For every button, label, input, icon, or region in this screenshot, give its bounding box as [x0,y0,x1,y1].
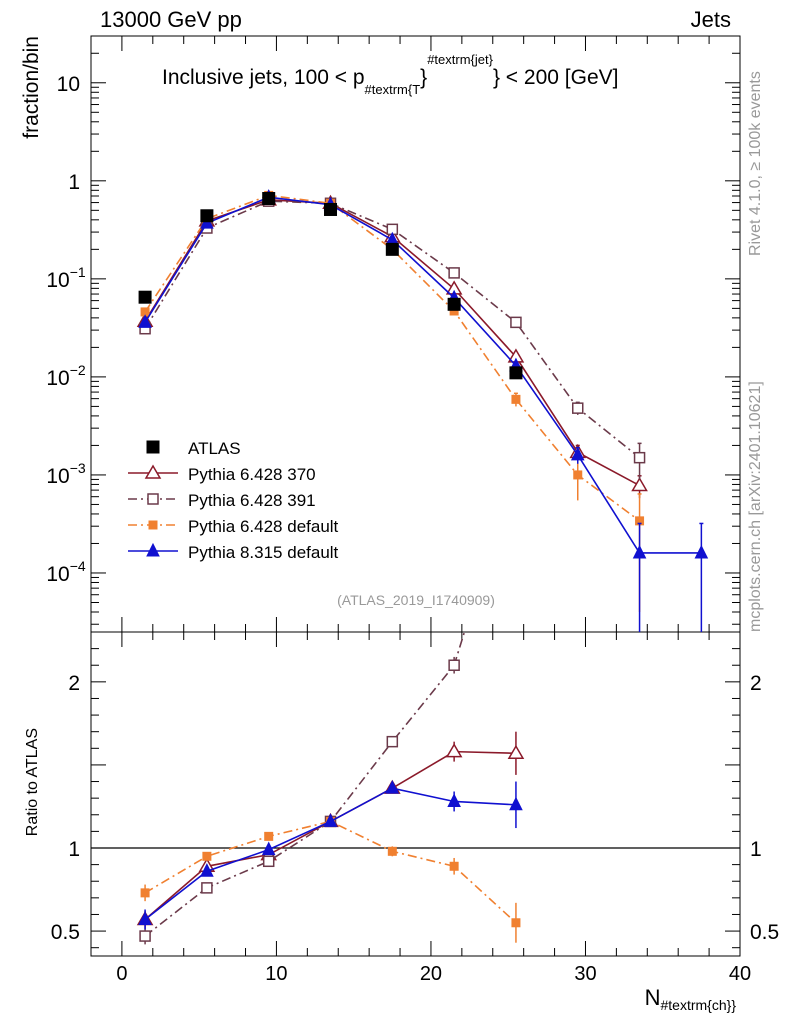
x-tick-label: 0 [116,963,127,985]
ratio-line-pythia-8-315-default [144,787,516,921]
main-data-group [136,189,709,632]
y-tick-label: 10−3 [46,460,86,488]
ratio-tick-label-right: 0.5 [750,921,779,944]
data-point-pythia-6-428-391 [633,451,646,464]
ratio-line-pythia-6-428-391 [144,632,466,937]
ratio-point-pythia-6-428-391 [511,461,521,471]
ratio-point-pythia-6-428-default [387,846,397,856]
ratio-point-pythia-6-428-370 [445,743,463,758]
ratio-y-axis-label: Ratio to ATLAS [24,728,41,836]
ratio-point-pythia-6-428-391 [386,735,399,748]
legend-marker-pythia-6-428-default [148,520,158,530]
ratio-point-pythia-6-428-default [140,888,150,898]
series-line-pythia-8-315-default [144,196,702,554]
data-point-atlas [200,209,214,223]
legend-marker-pythia-6-428-391 [147,493,159,505]
ratio-point-pythia-6-428-default [511,918,521,928]
ratio-point-pythia-8-315-default [323,813,338,827]
data-point-atlas [324,202,338,216]
x-tick-label: 40 [729,963,751,985]
data-point-pythia-6-428-default [573,470,583,480]
ratio-point-pythia-8-315-default [509,796,523,811]
ratio-data-group [136,461,525,945]
legend: ATLAS Pythia 6.428 370 Pythia 6.428 391 Pyt… [128,439,339,562]
analysis-id: (ATLAS_2019_I1740909) [337,592,495,608]
legend-label-pythia-8-315-default: Pythia 8.315 default [188,543,339,562]
y-tick-label: 10 [57,73,80,96]
ratio-point-pythia-6-428-391 [201,882,213,894]
ratio-tick-label: 2 [68,672,80,695]
ratio-tick-label: 0.5 [51,921,80,944]
axis-ticks [90,35,741,956]
ratio-point-pythia-6-428-391 [139,930,151,942]
ratio-point-pythia-8-315-default [447,793,461,807]
legend-label-pythia-6-428-391: Pythia 6.428 391 [188,491,316,510]
ratio-point-pythia-8-315-default [138,911,152,925]
ratio-point-pythia-6-428-default [264,831,274,841]
legend-label-atlas: ATLAS [188,439,241,458]
legend-label-pythia-6-428-default: Pythia 6.428 default [188,517,339,536]
header-left: 13000 GeV pp [100,7,242,32]
data-point-pythia-6-428-391 [448,267,460,279]
ratio-tick-label-right: 1 [750,838,762,861]
data-point-atlas [262,192,276,206]
ratio-point-pythia-6-428-default [449,861,459,871]
chart-title-pre: Inclusive jets, 100 < p [162,66,365,89]
data-point-pythia-8-315-default [138,314,152,328]
ratio-tick-label-right: 2 [750,672,762,695]
header-right: Jets [691,7,731,32]
y-tick-label: 1 [68,171,80,194]
ratio-line-pythia-6-428-370 [144,750,516,921]
legend-label-pythia-6-428-370: Pythia 6.428 370 [188,465,316,484]
data-point-pythia-6-428-default [511,394,521,404]
ratio-point-pythia-6-428-391 [448,659,460,671]
ratio-point-pythia-6-428-370 [507,744,525,760]
ratio-point-pythia-8-315-default [200,863,214,877]
ratio-tick-label: 1 [68,838,80,861]
data-point-atlas [385,242,399,256]
chart-title-sup: #textrm{jet} [427,52,493,67]
data-point-pythia-8-315-default [570,446,585,461]
data-point-pythia-6-428-391 [510,316,522,329]
data-point-atlas [138,290,152,304]
ratio-point-pythia-6-428-391 [262,855,275,868]
chart-title-post: } < 200 [GeV] [493,66,619,89]
ratio-point-pythia-8-315-default [385,780,400,794]
chart-title-sub: #textrm{T [365,82,421,97]
y-tick-label: 10−1 [46,264,86,292]
data-point-pythia-6-428-391 [572,402,584,414]
data-point-atlas [509,366,523,380]
legend-marker-atlas [146,440,160,454]
y-axis-label: fraction/bin [20,36,43,139]
x-tick-label: 20 [420,963,442,985]
x-tick-label: 30 [574,963,596,985]
ratio-point-pythia-8-315-default [261,841,276,856]
x-tick-label: 10 [265,963,287,985]
x-axis-label-main: N [645,985,661,1010]
x-axis-label-sub: #textrm{ch}} [661,997,737,1013]
axis-tick-labels: 0 10 20 30 40 10 1 10−1 10−2 10−3 10−4 0.5 0.5 1 1 2 2 [46,73,779,985]
data-point-pythia-8-315-default [694,544,709,559]
data-point-pythia-8-315-default [632,544,647,559]
data-point-atlas [447,297,461,311]
legend-marker-pythia-6-428-370 [144,464,162,479]
y-tick-label: 10−4 [46,558,86,586]
rivet-label: Rivet 4.1.0, ≥ 100k events [747,71,764,256]
ratio-point-pythia-6-428-default [202,851,212,861]
chart-title-close: } [420,66,427,89]
data-point-pythia-6-428-370 [631,477,648,492]
ratio-panel-frame [90,631,741,957]
legend-marker-pythia-8-315-default [146,542,160,557]
x-axis-label: N#textrm{ch}} [645,985,737,1013]
y-tick-label: 10−2 [46,362,86,390]
series-line-pythia-6-428-391 [144,200,641,459]
mcplots-label: mcplots.cern.ch [arXiv:2401.10621] [747,381,764,632]
chart-title: Inclusive jets, 100 < p#textrm{T}#textrm… [162,52,618,97]
